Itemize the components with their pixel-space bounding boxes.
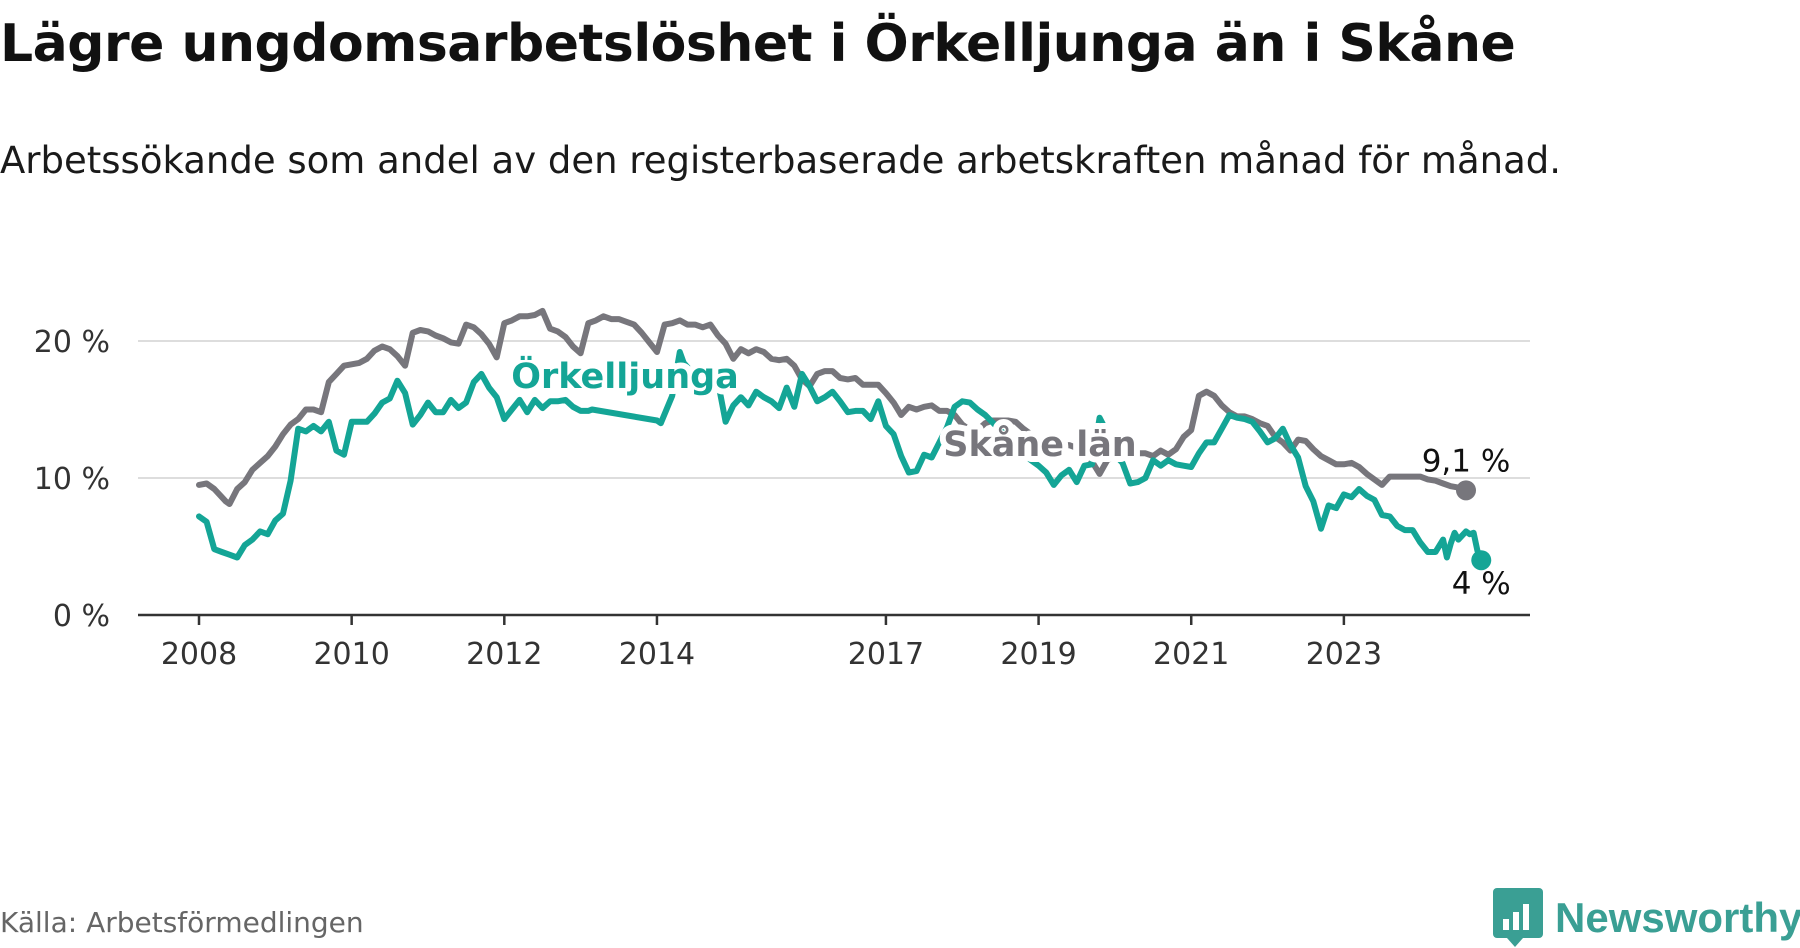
orkelljunga-label: Örkelljunga: [511, 355, 739, 397]
source-note: Källa: Arbetsförmedlingen: [0, 906, 364, 939]
x-tick-label: 2012: [466, 637, 542, 672]
x-tick-label: 2008: [161, 637, 237, 672]
y-tick-label: 20 %: [34, 325, 110, 360]
x-axis: 2008 2010 2012 2014 2017 2019 2021 2023: [138, 613, 1530, 672]
y-tick-label: 10 %: [34, 462, 110, 497]
orkelljunga-label-halo: Örkelljunga: [511, 355, 739, 397]
newsworthy-logo-icon: [1493, 888, 1543, 947]
newsworthy-logo: Newsworthy: [1493, 888, 1800, 948]
skane-lan-end-label: 9,1 %: [1422, 443, 1511, 479]
orkelljunga-end-label: 4 %: [1452, 566, 1511, 602]
line-chart: 0 % 10 % 20 % 2008 2010 2012 2014 2017 2019 2021…: [34, 307, 1530, 672]
chart-subtitle: Arbetssökande som andel av den registerb…: [0, 139, 1561, 182]
x-tick-label: 2010: [313, 637, 389, 672]
y-axis-tick-labels: 0 % 10 % 20 %: [34, 325, 110, 634]
series-lines: [196, 307, 1485, 564]
skane-lan-label: Skåne län: [943, 424, 1136, 465]
orkelljunga-line: [196, 349, 1485, 564]
x-tick-label: 2021: [1153, 637, 1229, 672]
x-tick-label: 2017: [848, 637, 924, 672]
series-end-points: 9,1 % 4 %: [1422, 443, 1511, 602]
orkelljunga-end-point: [1471, 550, 1492, 571]
gridlines: [138, 340, 1530, 479]
x-tick-label: 2014: [619, 637, 695, 672]
chart-title: Lägre ungdomsarbetslöshet i Örkelljunga …: [0, 14, 1516, 74]
skane-lan-end-point: [1456, 480, 1476, 501]
x-tick-label: 2023: [1306, 637, 1382, 672]
skane-lan-line: [196, 307, 1469, 507]
skane-lan-label-halo: Skåne län: [943, 424, 1136, 465]
y-tick-label: 0 %: [53, 599, 110, 634]
x-tick-label: 2019: [1000, 637, 1076, 672]
brand-name: Newsworthy: [1555, 894, 1800, 941]
